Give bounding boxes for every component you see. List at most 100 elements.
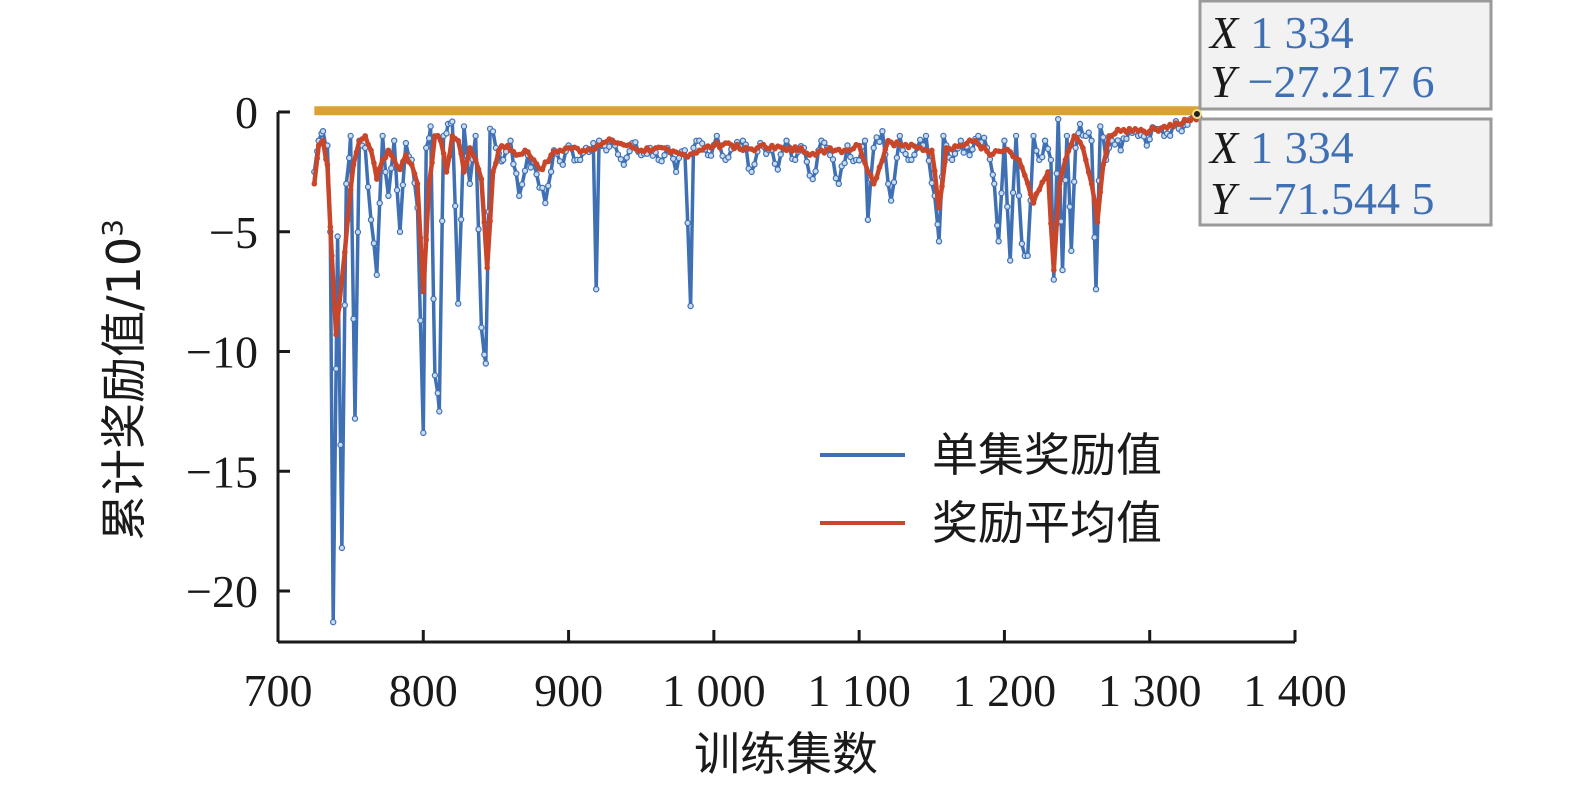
data-point	[1038, 153, 1046, 161]
data-tip-1-y-key: Y	[1210, 56, 1240, 107]
data-point	[1068, 141, 1075, 148]
data-point	[879, 127, 886, 135]
data-point	[934, 196, 941, 202]
data-point	[547, 168, 555, 175]
data-point	[1178, 127, 1185, 135]
data-point	[385, 147, 392, 154]
data-point	[1103, 150, 1109, 156]
data-point	[911, 151, 918, 158]
data-point	[397, 166, 403, 173]
data-point	[368, 147, 374, 154]
data-point	[466, 145, 473, 151]
data-point	[885, 180, 892, 188]
data-point	[960, 149, 967, 156]
data-point	[411, 171, 418, 177]
data-point	[1045, 169, 1051, 175]
data-point	[699, 140, 706, 147]
data-point	[504, 142, 511, 149]
data-point	[521, 167, 529, 174]
data-point	[324, 161, 331, 168]
data-point	[548, 152, 554, 158]
data-point	[1088, 137, 1095, 144]
data-point	[500, 156, 507, 164]
data-point	[1080, 145, 1086, 151]
data-point	[998, 189, 1005, 197]
data-point	[774, 166, 782, 173]
data-point	[1123, 129, 1130, 136]
data-point	[687, 302, 694, 310]
x-tick-label: 1 300	[1098, 665, 1202, 716]
y-axis-title-superscript: 3	[96, 219, 129, 237]
data-point	[984, 148, 990, 155]
data-point	[989, 151, 996, 158]
data-tip-marker[interactable]	[1192, 109, 1202, 119]
data-point	[437, 137, 444, 144]
data-point	[346, 154, 353, 162]
data-point	[803, 158, 811, 165]
data-point	[1001, 137, 1008, 144]
data-tip-1-x-key: X	[1208, 7, 1240, 58]
data-point	[879, 157, 886, 164]
data-point	[426, 181, 432, 187]
data-point	[460, 123, 468, 130]
data-point	[417, 317, 424, 324]
data-point	[1039, 179, 1046, 186]
y-tick-label: −10	[186, 327, 258, 378]
data-point	[593, 286, 600, 293]
data-point	[1088, 181, 1095, 187]
data-point	[559, 161, 567, 168]
data-point	[1033, 191, 1040, 197]
data-point	[1059, 266, 1066, 274]
data-tip-2-x-value: 1 334	[1250, 122, 1354, 173]
data-point	[951, 150, 959, 157]
data-point	[1085, 129, 1092, 136]
data-point	[1117, 147, 1124, 154]
data-point	[373, 176, 380, 182]
data-point	[495, 147, 502, 154]
data-point	[539, 166, 546, 173]
data-point	[320, 137, 326, 144]
data-point	[347, 187, 354, 193]
data-point	[472, 132, 479, 140]
data-point	[382, 154, 389, 161]
data-point	[1114, 137, 1122, 144]
data-point	[1047, 156, 1055, 164]
data-point	[1027, 191, 1034, 197]
data-point	[980, 134, 988, 141]
data-point	[1068, 247, 1075, 255]
data-point	[336, 304, 342, 311]
data-tip-2-y-value: −71.544 5	[1248, 173, 1435, 224]
data-point	[1066, 203, 1074, 210]
data-point	[510, 160, 517, 168]
data-point	[430, 295, 437, 303]
data-point	[873, 134, 880, 141]
data-point	[1004, 203, 1011, 210]
data-point	[1042, 175, 1048, 182]
data-point	[1048, 220, 1054, 227]
data-point	[783, 137, 790, 144]
data-point	[935, 238, 943, 245]
data-point	[713, 139, 720, 146]
data-point	[994, 222, 1001, 229]
data-point	[539, 184, 546, 192]
data-point	[1112, 131, 1118, 137]
data-point	[658, 157, 665, 165]
data-point	[623, 154, 630, 161]
data-point	[766, 146, 772, 152]
data-point	[452, 202, 459, 210]
data-point	[1164, 125, 1170, 131]
data-point	[1044, 145, 1052, 153]
data-point	[516, 192, 523, 199]
data-point	[1050, 276, 1058, 283]
data-point	[1022, 172, 1028, 179]
data-point	[995, 238, 1002, 245]
data-point	[420, 288, 427, 295]
data-point	[1030, 200, 1037, 206]
data-point	[487, 218, 493, 224]
data-point	[1178, 121, 1185, 127]
data-point	[1143, 142, 1151, 149]
data-tip-2-x-key: X	[1208, 122, 1240, 173]
